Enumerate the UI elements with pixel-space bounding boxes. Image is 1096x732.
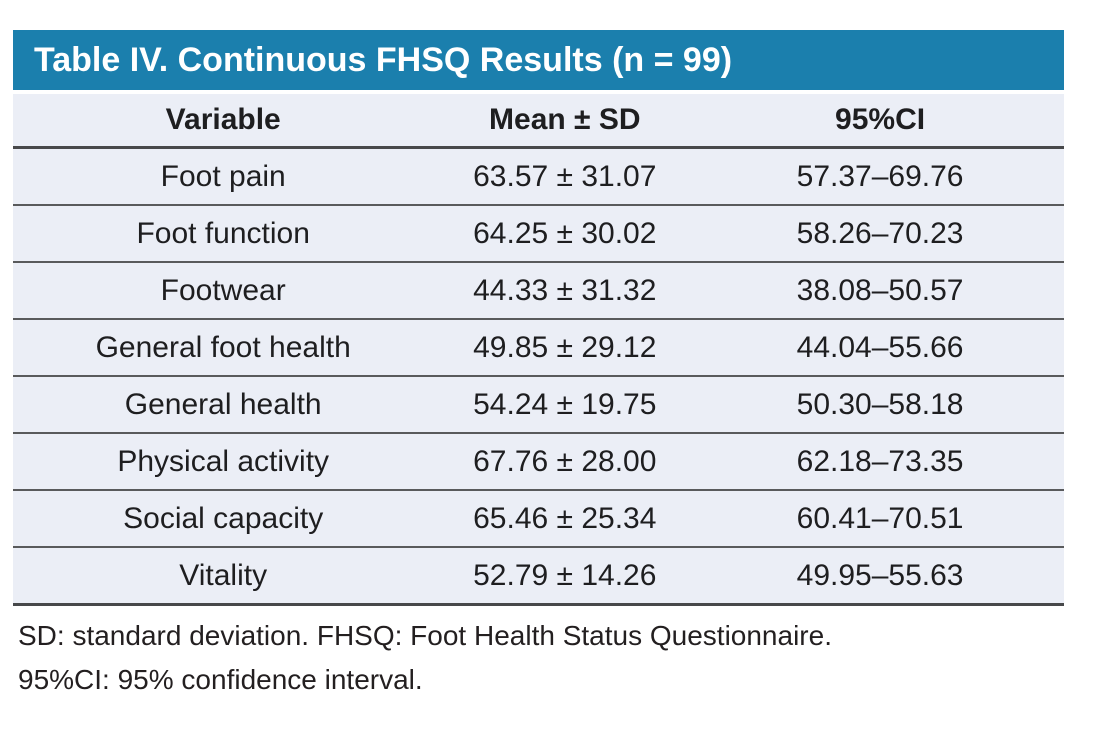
table-row: Physical activity 67.76 ± 28.00 62.18–73… — [13, 432, 1064, 490]
cell-mean-sd: 67.76 ± 28.00 — [433, 432, 697, 490]
column-header-95ci: 95%CI — [696, 94, 1064, 149]
table-row: Foot pain 63.57 ± 31.07 57.37–69.76 — [13, 147, 1064, 205]
column-header-variable: Variable — [13, 94, 434, 149]
fhsq-table-figure: Table IV. Continuous FHSQ Results (n = 9… — [13, 30, 1064, 702]
table-row: Footwear 44.33 ± 31.32 38.08–50.57 — [13, 261, 1064, 319]
cell-variable: Foot pain — [13, 147, 434, 205]
cell-ci: 38.08–50.57 — [696, 261, 1064, 319]
column-header-mean-sd: Mean ± SD — [433, 94, 697, 149]
cell-variable: Vitality — [13, 546, 434, 606]
cell-variable: Social capacity — [13, 489, 434, 547]
cell-mean-sd: 65.46 ± 25.34 — [433, 489, 697, 547]
cell-variable: Foot function — [13, 204, 434, 262]
footnote-abbreviations: SD: standard deviation. FHSQ: Foot Healt… — [18, 620, 832, 651]
footnote-ci-definition: 95%CI: 95% confidence interval. — [18, 664, 423, 695]
cell-ci: 49.95–55.63 — [696, 546, 1064, 606]
cell-ci: 50.30–58.18 — [696, 375, 1064, 433]
cell-variable: General foot health — [13, 318, 434, 376]
cell-mean-sd: 63.57 ± 31.07 — [433, 147, 697, 205]
cell-variable: General health — [13, 375, 434, 433]
cell-mean-sd: 44.33 ± 31.32 — [433, 261, 697, 319]
table-footnotes: SD: standard deviation. FHSQ: Foot Healt… — [13, 614, 1064, 702]
table-row: Vitality 52.79 ± 14.26 49.95–55.63 — [13, 546, 1064, 606]
cell-mean-sd: 49.85 ± 29.12 — [433, 318, 697, 376]
cell-ci: 60.41–70.51 — [696, 489, 1064, 547]
cell-ci: 57.37–69.76 — [696, 147, 1064, 205]
fhsq-results-table: Variable Mean ± SD 95%CI Foot pain 63.57… — [13, 94, 1064, 606]
cell-ci: 62.18–73.35 — [696, 432, 1064, 490]
cell-mean-sd: 52.79 ± 14.26 — [433, 546, 697, 606]
header-row: Variable Mean ± SD 95%CI — [13, 94, 1064, 149]
cell-ci: 44.04–55.66 — [696, 318, 1064, 376]
table-row: Foot function 64.25 ± 30.02 58.26–70.23 — [13, 204, 1064, 262]
cell-mean-sd: 54.24 ± 19.75 — [433, 375, 697, 433]
table-row: General health 54.24 ± 19.75 50.30–58.18 — [13, 375, 1064, 433]
table-row: General foot health 49.85 ± 29.12 44.04–… — [13, 318, 1064, 376]
cell-mean-sd: 64.25 ± 30.02 — [433, 204, 697, 262]
table-title-bar: Table IV. Continuous FHSQ Results (n = 9… — [13, 30, 1064, 90]
table-title: Table IV. Continuous FHSQ Results (n = 9… — [34, 41, 733, 79]
cell-ci: 58.26–70.23 — [696, 204, 1064, 262]
cell-variable: Footwear — [13, 261, 434, 319]
cell-variable: Physical activity — [13, 432, 434, 490]
table-row: Social capacity 65.46 ± 25.34 60.41–70.5… — [13, 489, 1064, 547]
